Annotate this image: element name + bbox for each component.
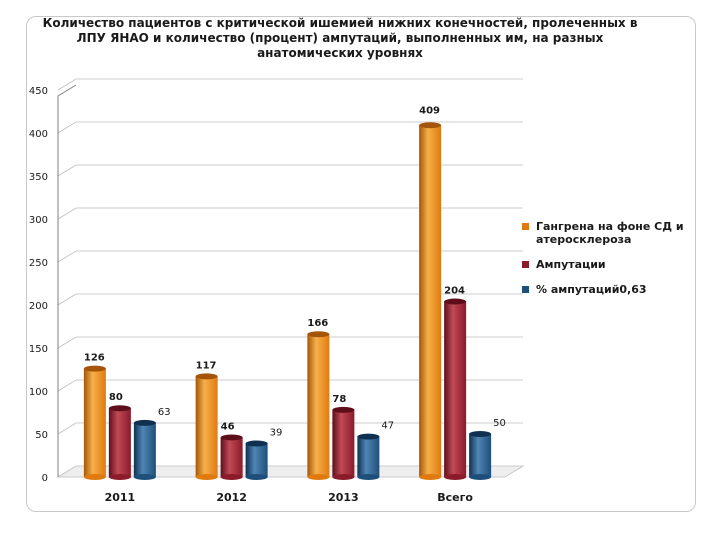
x-tick-label: 2011 — [105, 491, 136, 504]
bar-cap — [469, 431, 492, 437]
bar-base — [332, 474, 355, 480]
bar-layer — [83, 122, 492, 480]
bar — [469, 434, 492, 477]
bar-base — [444, 474, 467, 480]
bar-cap — [195, 373, 218, 380]
legend-swatch-gangrene — [522, 223, 529, 230]
y-tick-label: 350 — [29, 172, 48, 183]
data-label: 78 — [332, 394, 346, 405]
x-tick-label: Всего — [437, 491, 473, 504]
legend-item-amputations: Ампутации — [522, 258, 702, 271]
data-label: 80 — [109, 392, 123, 403]
y-tick-label: 200 — [29, 301, 48, 312]
bar-base — [133, 474, 156, 480]
bar-cap — [108, 405, 131, 412]
bar-cap — [245, 440, 268, 447]
bar — [419, 125, 442, 477]
chart-floor — [56, 465, 525, 478]
bar — [108, 408, 131, 477]
legend-swatch-percent — [522, 286, 529, 293]
y-tick-label: 300 — [29, 215, 48, 226]
y-tick-label: 50 — [35, 430, 48, 441]
gridline — [57, 78, 523, 91]
label-layer: 0 50 100 150 200 250 300 350 400 450 126 80 63 2011 11… — [29, 86, 506, 504]
gridline — [57, 379, 523, 392]
grid-layer — [56, 78, 525, 478]
y-tick-label: 250 — [29, 258, 48, 269]
bar — [245, 443, 268, 477]
bar — [133, 422, 156, 477]
data-label: 117 — [196, 360, 217, 371]
legend-label-amputations: Ампутации — [536, 258, 606, 271]
data-label: 204 — [444, 286, 465, 297]
bar-cap — [357, 433, 380, 440]
bar — [444, 301, 467, 477]
bar-base — [245, 474, 268, 480]
bar-cap — [220, 434, 243, 441]
data-label: 39 — [270, 427, 283, 438]
chart-title: Количество пациентов с критической ишеми… — [42, 16, 638, 60]
bar — [332, 409, 355, 477]
legend-label-gangrene: Гангрена на фоне СД и атеросклероза — [536, 220, 684, 246]
gridline — [57, 164, 523, 177]
y-tick-label: 0 — [42, 473, 48, 484]
y-tick-label: 450 — [29, 86, 48, 97]
y-tick-label: 150 — [29, 344, 48, 355]
bar — [83, 368, 106, 477]
axis-layer — [57, 84, 77, 477]
gridline — [57, 293, 523, 306]
bar-cap — [307, 331, 330, 338]
bar-base — [307, 474, 330, 480]
x-tick-label: 2012 — [216, 491, 247, 504]
legend: Гангрена на фоне СД и атеросклероза Ампу… — [522, 220, 702, 308]
bar-cap — [133, 419, 156, 426]
data-label: 46 — [221, 421, 235, 432]
legend-item-gangrene: Гангрена на фоне СД и атеросклероза — [522, 220, 702, 246]
gridline — [57, 121, 523, 134]
bar — [220, 437, 243, 477]
y-tick-label: 400 — [29, 129, 48, 140]
data-label: 50 — [493, 418, 506, 429]
bar — [195, 376, 218, 477]
bar-base — [83, 474, 106, 480]
gridline — [57, 207, 523, 220]
gridline — [57, 250, 523, 263]
bar — [357, 436, 380, 477]
gridline — [57, 422, 523, 435]
y-tick-label: 100 — [29, 387, 48, 398]
y-axis-line — [57, 84, 77, 477]
bar-cap — [444, 298, 467, 305]
gridline — [57, 336, 523, 349]
bar-base — [469, 474, 492, 480]
data-label: 63 — [158, 407, 171, 418]
bar-base — [220, 474, 243, 480]
bar-base — [357, 474, 380, 480]
bar-cap — [83, 365, 106, 372]
data-label: 126 — [84, 353, 105, 364]
data-label: 409 — [419, 105, 440, 116]
legend-item-percent: % ампутаций0,63 — [522, 283, 702, 296]
bar-base — [419, 474, 442, 480]
data-label: 166 — [307, 318, 328, 329]
legend-label-percent: % ампутаций0,63 — [536, 283, 647, 296]
bar-cap — [332, 406, 355, 413]
bar-base — [195, 474, 218, 480]
data-label: 47 — [381, 421, 394, 432]
x-tick-label: 2013 — [328, 491, 359, 504]
legend-swatch-amputations — [522, 261, 529, 268]
bar — [307, 334, 330, 477]
bar-cap — [419, 122, 442, 129]
bar-base — [108, 474, 131, 480]
